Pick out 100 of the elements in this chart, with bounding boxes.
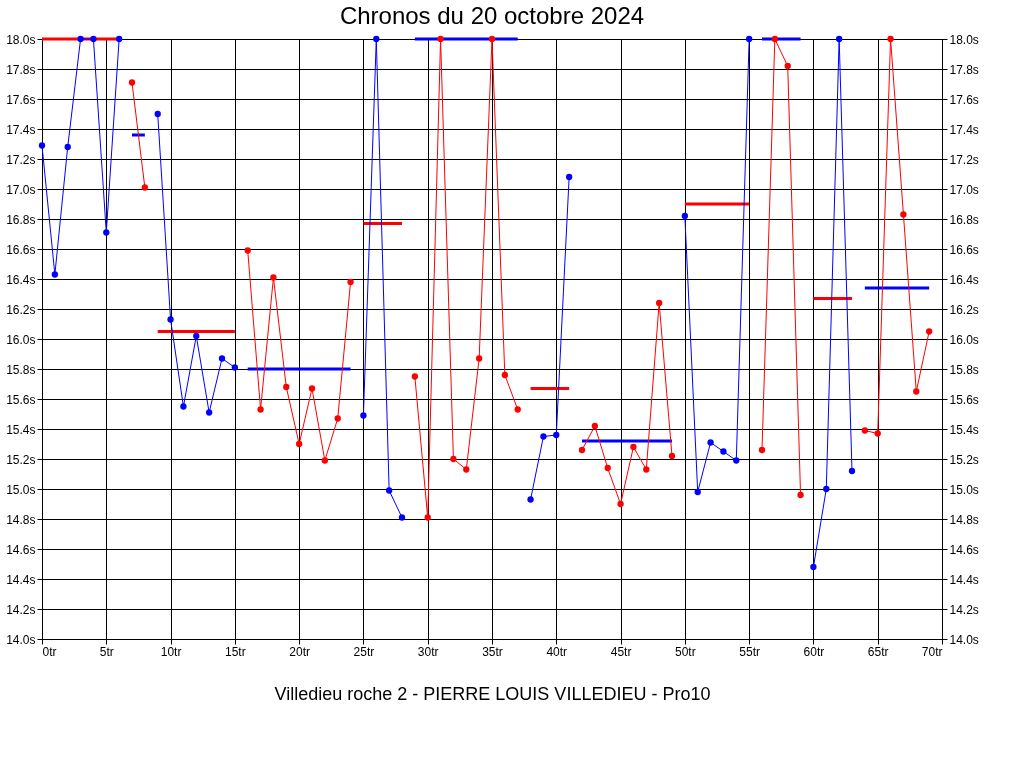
- point: [527, 496, 534, 503]
- y2-tick-label: 14.8s: [949, 512, 979, 527]
- point: [231, 364, 239, 371]
- point: [360, 412, 367, 419]
- y2-tick-label: 14.2s: [949, 602, 979, 617]
- x-tick-label: 55tr: [739, 644, 760, 659]
- y-tick-label: 17.2s: [6, 152, 36, 167]
- point: [745, 35, 753, 43]
- point: [64, 143, 71, 151]
- point: [514, 406, 521, 413]
- point: [733, 457, 740, 464]
- point: [437, 35, 444, 43]
- point: [385, 487, 393, 494]
- y-tick-label: 16.2s: [6, 302, 36, 317]
- point: [681, 212, 689, 220]
- point: [347, 278, 354, 286]
- point: [797, 491, 804, 499]
- x-tick-label: 50tr: [675, 644, 696, 659]
- point: [604, 464, 611, 472]
- y2-tick-label: 18.0s: [949, 32, 979, 47]
- y2-tick-label: 16.8s: [949, 212, 979, 227]
- x-tick-label: 10tr: [160, 644, 182, 659]
- point: [334, 415, 341, 422]
- y2-tick-label: 15.8s: [949, 362, 979, 377]
- y2-tick-label: 17.2s: [949, 152, 979, 167]
- y-tick-label: 14.8s: [6, 512, 36, 527]
- point: [205, 409, 213, 416]
- y2-tick-label: 14.6s: [949, 542, 979, 557]
- y2-tick-label: 17.0s: [949, 182, 979, 197]
- point: [668, 452, 676, 460]
- y2-tick-label: 14.0s: [949, 632, 979, 647]
- y-tick-label: 16.4s: [6, 272, 36, 287]
- x-tick-label: 35tr: [482, 644, 503, 659]
- point: [784, 62, 791, 70]
- y-tick-label: 15.2s: [6, 452, 36, 467]
- y2-tick-label: 14.4s: [949, 572, 979, 587]
- y2-tick-label: 15.4s: [949, 422, 979, 437]
- point: [321, 457, 329, 464]
- point: [925, 328, 933, 335]
- point: [540, 433, 547, 440]
- point: [141, 184, 149, 191]
- point: [295, 440, 303, 448]
- point: [475, 355, 483, 362]
- point: [283, 383, 290, 391]
- point: [193, 332, 200, 340]
- point: [257, 406, 264, 413]
- y2-tick-label: 15.2s: [949, 452, 979, 467]
- point: [874, 430, 881, 437]
- x-tick-label: 5tr: [99, 644, 114, 659]
- y-tick-label: 15.8s: [6, 362, 36, 377]
- y2-tick-label: 17.4s: [949, 122, 979, 137]
- point: [244, 247, 251, 254]
- point: [90, 35, 97, 43]
- y-tick-label: 14.6s: [6, 542, 36, 557]
- x-tick-label: 20tr: [289, 644, 310, 659]
- point: [553, 431, 560, 439]
- point: [900, 211, 907, 218]
- y2-tick-label: 15.6s: [949, 392, 979, 407]
- point: [51, 271, 59, 278]
- point: [398, 514, 406, 521]
- point: [154, 110, 161, 118]
- point: [373, 35, 380, 43]
- point: [823, 485, 830, 493]
- point: [167, 316, 174, 323]
- point: [810, 563, 817, 571]
- y-tick-label: 17.4s: [6, 122, 36, 137]
- point: [501, 371, 509, 379]
- y-tick-label: 14.4s: [6, 572, 36, 587]
- point: [758, 446, 766, 454]
- y2-tick-label: 15.0s: [949, 482, 979, 497]
- y-tick-label: 16.0s: [6, 332, 36, 347]
- x-tick-label: 65tr: [867, 644, 889, 659]
- y-tick-label: 14.2s: [6, 602, 36, 617]
- point: [180, 403, 187, 410]
- x-tick-label: 30tr: [417, 644, 439, 659]
- x-tick-label: 0tr: [42, 644, 57, 659]
- point: [617, 500, 624, 508]
- point: [720, 448, 727, 455]
- y-tick-label: 17.6s: [6, 92, 36, 107]
- x-tick-label: 40tr: [546, 644, 568, 659]
- point: [630, 443, 637, 451]
- point: [771, 35, 779, 43]
- x-tick-label: 45tr: [610, 644, 632, 659]
- point: [848, 467, 856, 475]
- point: [488, 35, 496, 43]
- point: [578, 446, 586, 454]
- x-tick-label: 15tr: [225, 644, 246, 659]
- y-tick-label: 17.0s: [6, 182, 36, 197]
- point: [103, 229, 110, 236]
- point: [707, 439, 714, 446]
- point: [591, 422, 599, 430]
- y2-tick-label: 16.2s: [949, 302, 979, 317]
- point: [835, 35, 843, 43]
- point: [77, 35, 84, 43]
- point: [128, 79, 136, 86]
- point: [887, 35, 894, 43]
- y-tick-label: 16.6s: [6, 242, 36, 257]
- x-tick-label: 60tr: [803, 644, 825, 659]
- y2-tick-label: 17.6s: [949, 92, 979, 107]
- x-tick-label: 25tr: [353, 644, 375, 659]
